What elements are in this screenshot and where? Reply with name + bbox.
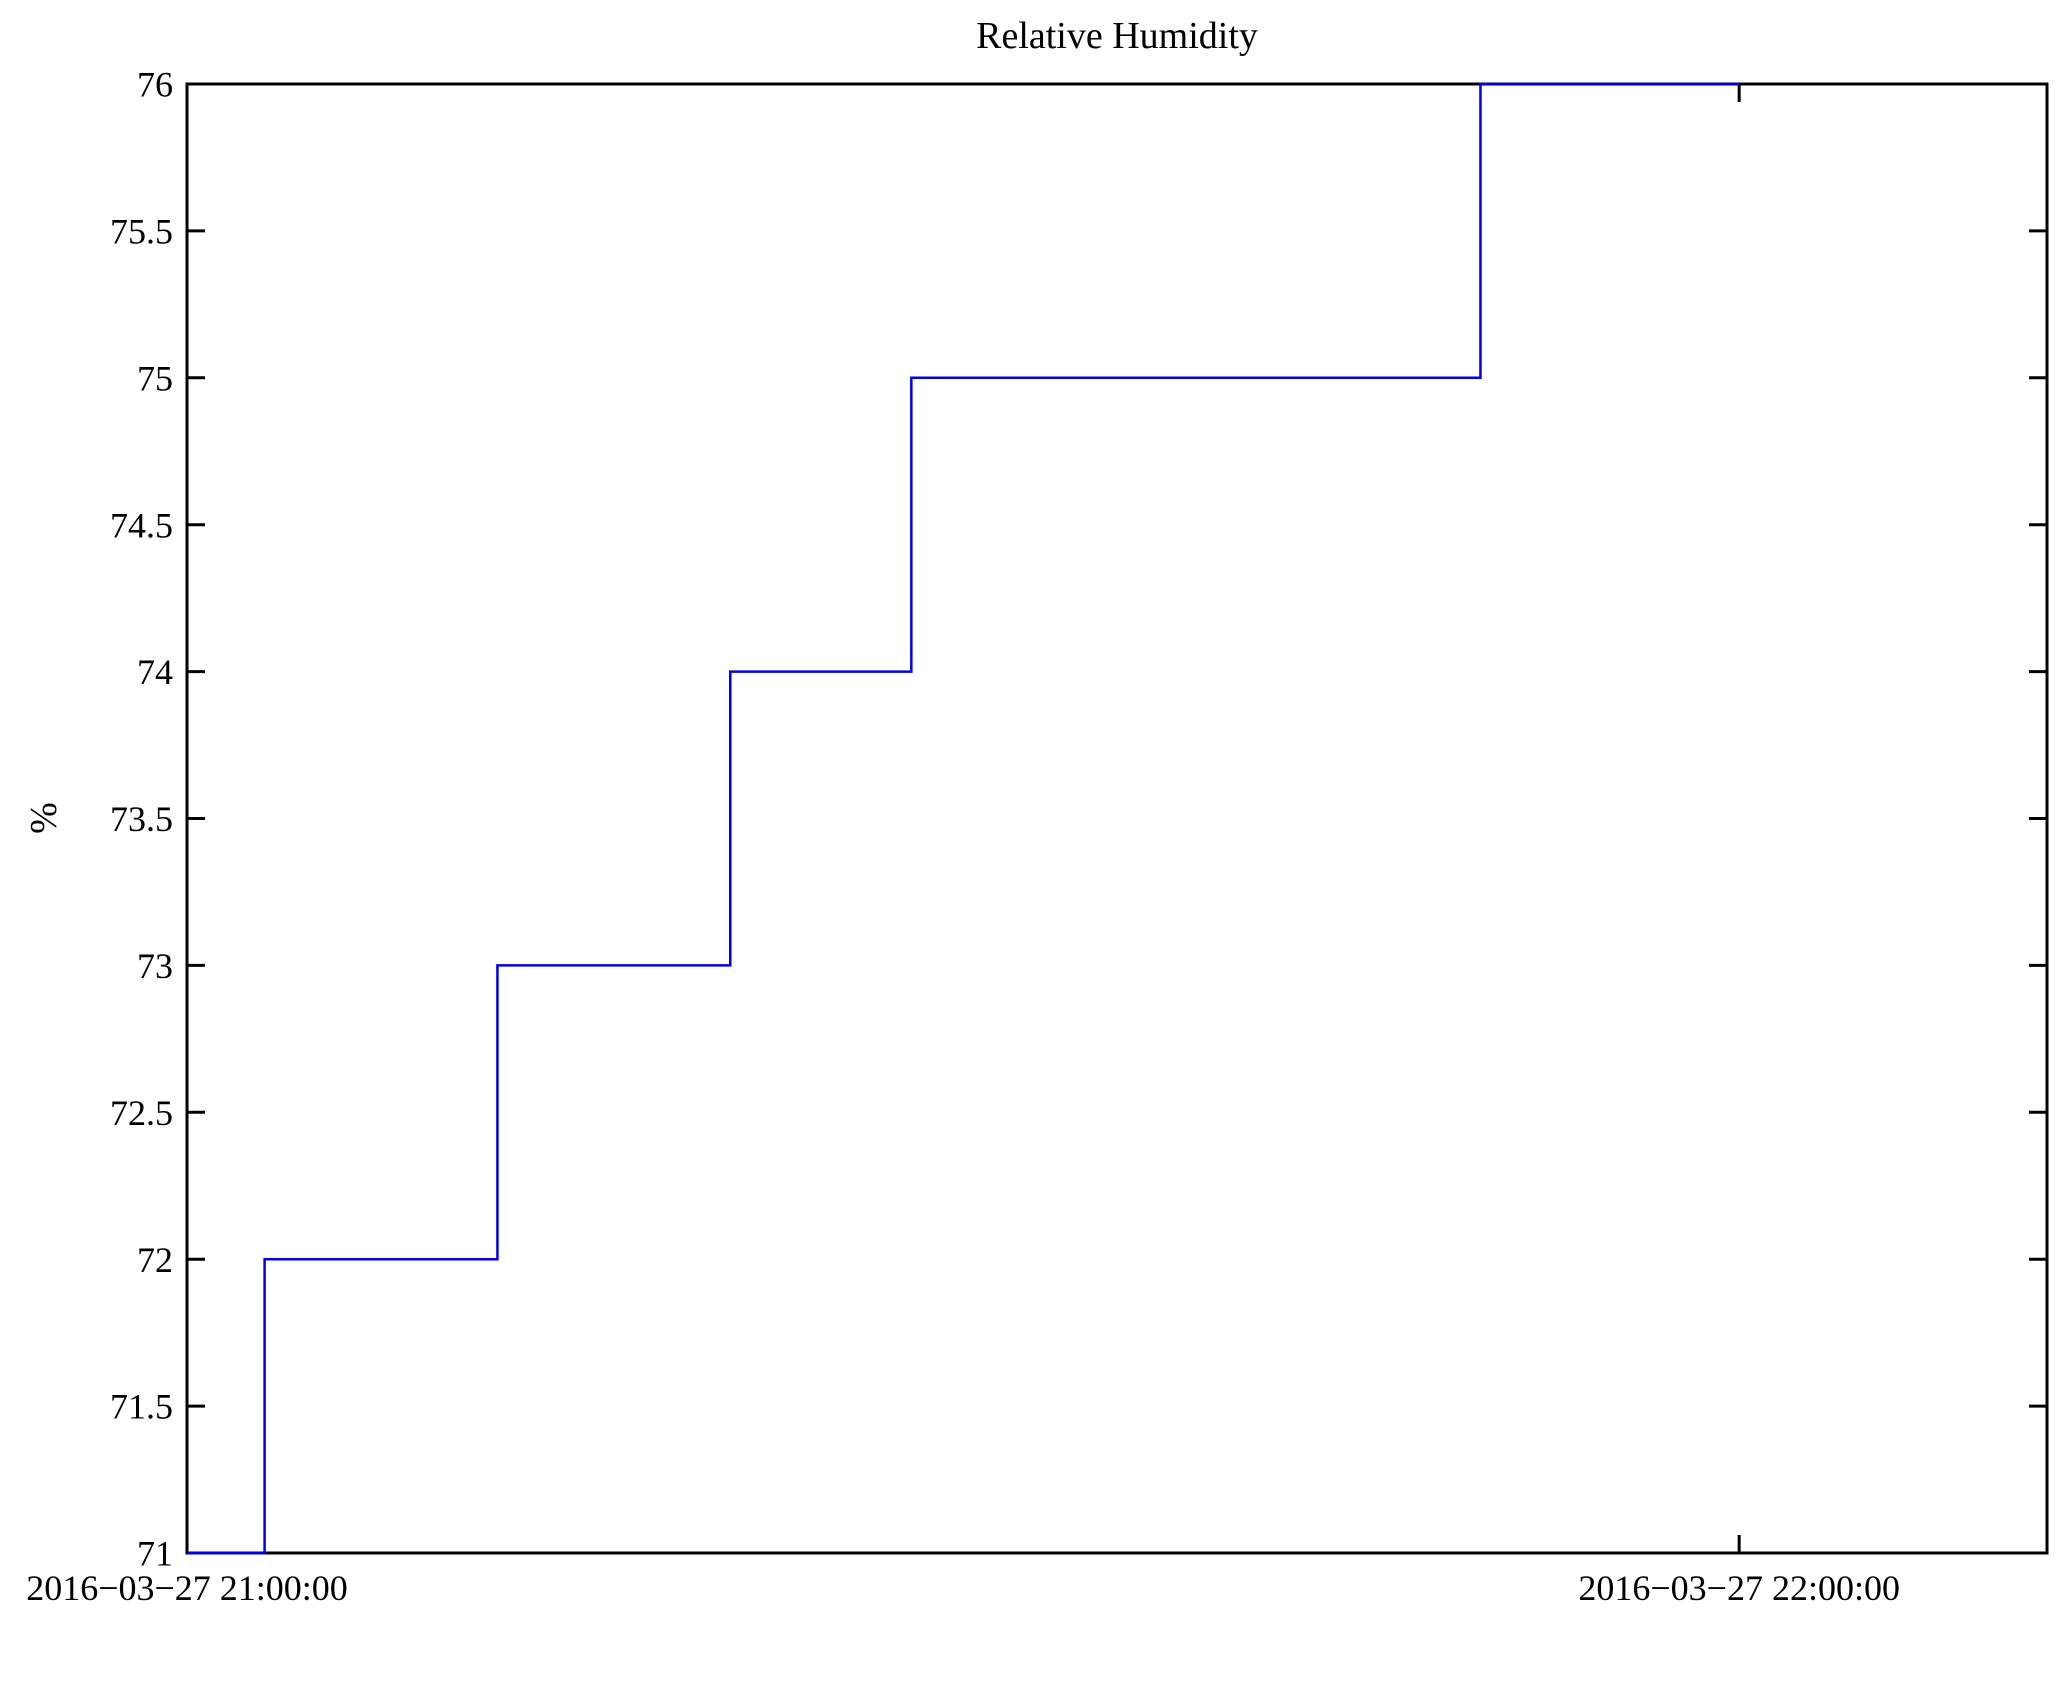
y-tick-label: 71 xyxy=(137,1534,173,1574)
y-tick-label: 71.5 xyxy=(110,1387,173,1427)
series-layer xyxy=(187,82,1740,1555)
x-tick-label: 2016−03−27 21:00:00 xyxy=(26,1568,348,1608)
label-layer: 71 71.5 72 72.5 73 73.5 74 74.5 75 75.5 76 2016−03−… xyxy=(26,65,1900,1608)
y-tick-label: 75 xyxy=(137,358,173,398)
chart-title: Relative Humidity xyxy=(976,15,1258,57)
y-tick-label: 76 xyxy=(137,65,173,105)
y-tick-label: 72 xyxy=(137,1240,173,1280)
x-tick-label: 2016−03−27 22:00:00 xyxy=(1578,1568,1900,1608)
y-tick-label: 74 xyxy=(137,652,173,692)
y-tick-label: 75.5 xyxy=(110,212,173,252)
humidity-step-line xyxy=(187,82,1740,1555)
y-tick-label: 72.5 xyxy=(110,1093,173,1133)
y-tick-label: 73 xyxy=(137,946,173,986)
axes-layer xyxy=(185,82,2049,1555)
y-tick-label: 73.5 xyxy=(110,799,173,839)
plot-box xyxy=(185,82,2049,1555)
y-tick-label: 74.5 xyxy=(110,505,173,545)
